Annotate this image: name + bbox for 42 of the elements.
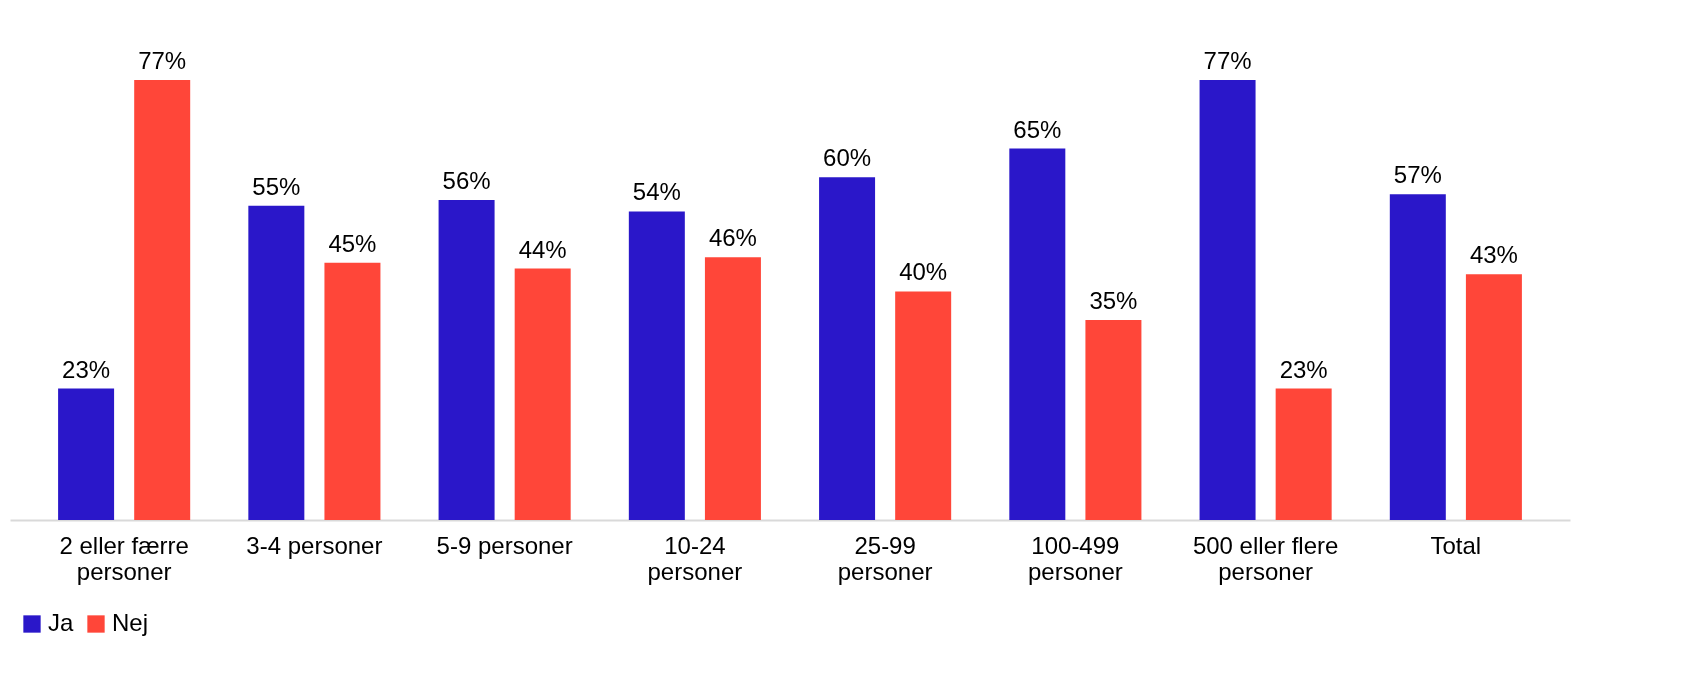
x-tick-label: 2 eller færre personer (59, 531, 189, 585)
x-tick-label: 500 eller flere personer (1192, 531, 1339, 585)
x-tick-label: 5-9 personer (436, 531, 573, 559)
x-tick-label: 100-499 personer (1028, 531, 1123, 585)
x-tick-label: 10-24 personer (647, 531, 743, 585)
x-tick-label: Total (1430, 531, 1482, 559)
bar (248, 205, 305, 520)
bar (628, 211, 685, 520)
bar (819, 177, 876, 520)
legend-label: Ja (48, 609, 74, 636)
bar (1199, 80, 1256, 520)
data-label: 60% (823, 144, 872, 172)
x-tick-label: 25-99 personer (837, 531, 933, 585)
data-label: 43% (1469, 241, 1518, 269)
bar (1389, 194, 1446, 520)
data-label: 54% (632, 178, 681, 206)
data-label: 46% (708, 224, 757, 252)
data-label: 65% (1013, 115, 1062, 143)
legend-label: Nej (112, 609, 149, 636)
bar (1465, 274, 1522, 520)
data-label: 45% (328, 229, 377, 257)
bar (514, 268, 571, 520)
data-label: 23% (1279, 355, 1328, 383)
bar (1275, 388, 1332, 520)
data-label: 23% (62, 355, 111, 383)
bar (1085, 320, 1142, 520)
x-tick-label: 3-4 personer (246, 531, 383, 559)
data-label: 55% (252, 172, 301, 200)
bar (134, 80, 191, 520)
data-label: 57% (1393, 161, 1442, 189)
data-label: 35% (1089, 287, 1138, 314)
data-label: 77% (1203, 47, 1252, 74)
bar (1009, 148, 1066, 520)
bar (704, 257, 761, 520)
bar (324, 262, 381, 520)
data-label: 77% (138, 47, 187, 74)
data-label: 44% (518, 235, 567, 263)
data-label: 56% (442, 167, 491, 194)
bar (58, 388, 115, 520)
bar (895, 291, 952, 520)
data-label: 40% (899, 258, 948, 286)
bar (438, 200, 495, 520)
